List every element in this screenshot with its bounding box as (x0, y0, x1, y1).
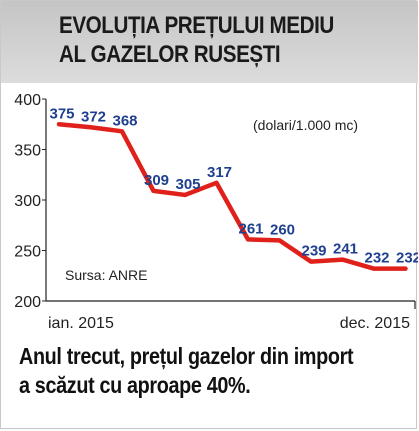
data-label: 260 (270, 221, 295, 238)
y-tick-label: 200 (14, 294, 41, 311)
data-label: 239 (301, 243, 326, 260)
line-chart: 200 250 300 350 400 (dolari/1.000 mc) Sursa:… (14, 92, 418, 332)
data-label: 232 (364, 250, 389, 267)
series-line (56, 122, 408, 271)
data-label: 317 (207, 164, 232, 181)
source-label: Sursa: ANRE (65, 267, 147, 283)
data-label: 305 (175, 176, 200, 193)
series-group (56, 122, 408, 271)
data-labels: 375 372 368 309 305 317 261 260 239 241 232 232 (49, 105, 418, 266)
data-label: 261 (238, 220, 263, 237)
data-label: 368 (112, 112, 137, 129)
chart-title: EVOLUȚIA PREȚULUI MEDIU AL GAZELOR RUSEȘ… (59, 12, 334, 68)
title-band: EVOLUȚIA PREȚULUI MEDIU AL GAZELOR RUSEȘ… (1, 1, 418, 83)
data-label: 241 (333, 241, 358, 258)
caption: Anul trecut, prețul gazelor din import a… (19, 343, 354, 398)
y-tick-label: 350 (14, 143, 41, 160)
data-label: 232 (396, 250, 418, 267)
data-label: 372 (81, 108, 106, 125)
x-tick-start: ian. 2015 (48, 315, 114, 332)
y-tick-label: 400 (14, 92, 41, 109)
data-label: 309 (144, 172, 169, 189)
unit-label: (dolari/1.000 mc) (253, 117, 358, 133)
y-tick-label: 250 (14, 244, 41, 261)
y-axis-ticks: 200 250 300 350 400 (14, 92, 46, 311)
x-tick-end: dec. 2015 (340, 315, 410, 332)
y-tick-label: 300 (14, 193, 41, 210)
data-label: 375 (49, 105, 74, 122)
